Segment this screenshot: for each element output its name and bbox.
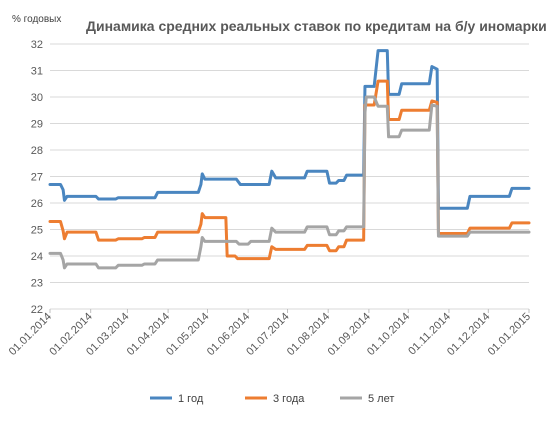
y-tick-23: 23 [31, 278, 43, 290]
y-axis-label: % годовых [12, 14, 61, 25]
x-tick-01.07.2014: 01.07.2014 [244, 311, 291, 358]
legend-item-5-лет: 5 лет [340, 393, 394, 405]
x-tick-01.12.2014: 01.12.2014 [445, 311, 492, 358]
series-lines [48, 49, 531, 270]
legend-label: 5 лет [368, 393, 394, 405]
x-tick-01.10.2014: 01.10.2014 [365, 311, 412, 358]
y-tick-31: 31 [31, 66, 43, 78]
legend-item-3-года: 3 года [245, 393, 305, 405]
y-tick-28: 28 [31, 145, 43, 157]
x-tick-01.08.2014: 01.08.2014 [285, 311, 332, 358]
y-tick-30: 30 [31, 92, 43, 104]
legend: 1 год 3 года 5 лет [150, 393, 394, 405]
y-tick-26: 26 [31, 198, 43, 210]
series-line-5-лет [48, 95, 531, 270]
x-tick-labels: 01.01.201401.02.201401.03.201401.04.2014… [7, 309, 533, 358]
y-tick-22: 22 [31, 304, 43, 316]
chart-title: Динамика средних реальных ставок по кред… [86, 18, 547, 34]
legend-label: 3 года [273, 393, 305, 405]
legend-item-1-год: 1 год [150, 393, 204, 405]
legend-label: 1 год [178, 393, 204, 405]
y-tick-24: 24 [31, 251, 43, 263]
y-tick-27: 27 [31, 172, 43, 184]
x-tick-01.01.2015: 01.01.2015 [486, 311, 533, 358]
y-tick-29: 29 [31, 119, 43, 131]
series-line-3-года [48, 79, 531, 261]
x-tick-01.05.2014: 01.05.2014 [164, 311, 211, 358]
y-tick-32: 32 [31, 39, 43, 51]
x-tick-01.01.2014: 01.01.2014 [7, 311, 54, 358]
y-tick-labels: 22 23 24 25 26 27 28 29 30 31 32 [31, 39, 43, 316]
y-tick-25: 25 [31, 225, 43, 237]
series-line-1-год [48, 49, 531, 210]
